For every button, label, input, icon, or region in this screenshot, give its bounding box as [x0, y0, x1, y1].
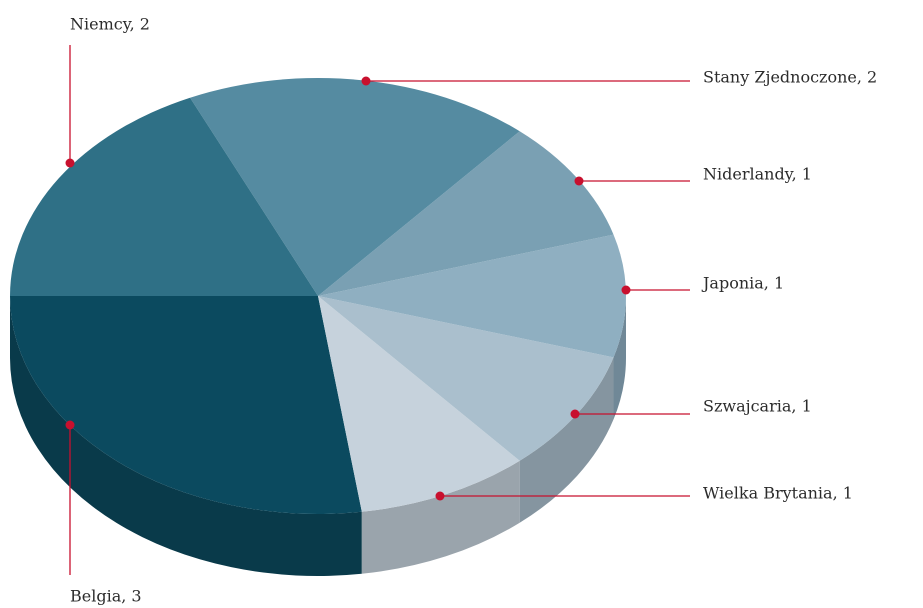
slice-label: Szwajcaria, 1 — [703, 397, 812, 416]
slice — [318, 131, 614, 296]
slice — [318, 296, 520, 512]
slice-side — [361, 460, 520, 574]
slice-label: Niemcy, 2 — [70, 15, 150, 34]
leader-dot — [65, 420, 75, 430]
leader-dot — [435, 491, 445, 501]
slice-label: Stany Zjednoczone, 2 — [703, 68, 877, 87]
leader-dot — [570, 409, 580, 419]
slice-side — [519, 357, 614, 523]
leader-dot — [574, 176, 584, 186]
slice-side — [9, 296, 362, 576]
slice-label: Japonia, 1 — [701, 274, 784, 293]
slice-label: Wielka Brytania, 1 — [703, 484, 853, 503]
leader-dot — [65, 158, 75, 168]
slice — [318, 234, 627, 358]
slice — [190, 77, 520, 296]
slice — [318, 296, 614, 461]
slice-label: Belgia, 3 — [70, 587, 142, 606]
leader-dot — [621, 285, 631, 295]
slice-label: Niderlandy, 1 — [703, 165, 812, 184]
slice-side — [613, 296, 626, 420]
leader-dot — [361, 76, 371, 86]
slice — [10, 296, 362, 514]
slice — [10, 97, 318, 296]
